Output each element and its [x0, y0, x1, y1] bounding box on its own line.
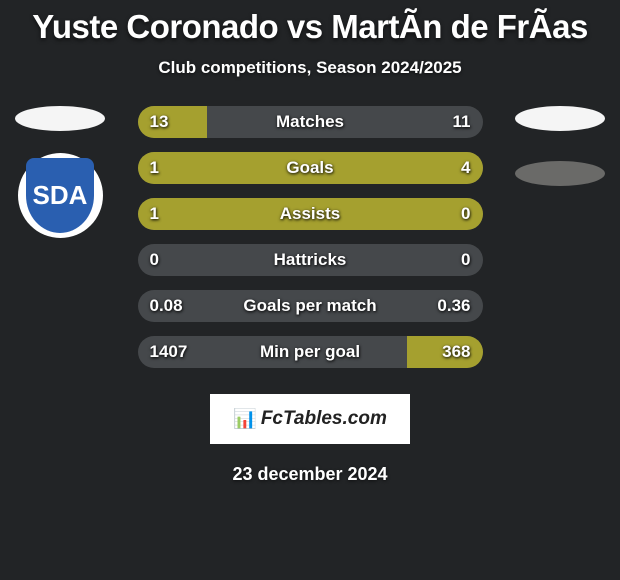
comparison-content: SDA Matches1311Goals14Assists10Hattricks…: [0, 106, 620, 368]
stat-row: Hattricks0 0: [138, 244, 483, 276]
stat-value-right: 368: [442, 336, 470, 368]
left-club-shield-text: SDA: [33, 180, 88, 211]
logo-bars-icon: 📊: [233, 407, 255, 431]
stat-label: Hattricks: [138, 244, 483, 276]
stat-row: Min per goal1407 368: [138, 336, 483, 368]
stat-row: Assists1 0: [138, 198, 483, 230]
right-player-badges: [515, 106, 605, 186]
left-ellipse-badge: [15, 106, 105, 131]
stat-value-right: 0: [461, 244, 470, 276]
page-subtitle: Club competitions, Season 2024/2025: [0, 58, 620, 78]
left-club-shield: SDA: [26, 158, 94, 233]
stat-row: Goals1 4: [138, 152, 483, 184]
stat-value-right: 0.36: [437, 290, 470, 322]
stat-label: Goals: [138, 152, 483, 184]
stat-value-right: 4: [461, 152, 470, 184]
stat-value-left: 0: [150, 244, 159, 276]
date-label: 23 december 2024: [0, 464, 620, 485]
stat-label: Min per goal: [138, 336, 483, 368]
stat-value-right: 11: [453, 106, 471, 138]
stat-value-left: 1: [150, 198, 159, 230]
stat-row: Matches13 11: [138, 106, 483, 138]
right-ellipse-badge-2: [515, 161, 605, 186]
stat-value-right: 0: [461, 198, 470, 230]
stat-value-left: 1: [150, 152, 159, 184]
right-ellipse-badge-1: [515, 106, 605, 131]
stat-value-left: 1407: [150, 336, 188, 368]
stat-value-left: 0.08: [150, 290, 183, 322]
fctables-logo: 📊 FcTables.com: [210, 394, 410, 444]
stat-label: Matches: [138, 106, 483, 138]
logo-text: FcTables.com: [261, 408, 387, 430]
left-club-badge: SDA: [18, 153, 103, 238]
stat-row: Goals per match0.08 0.36: [138, 290, 483, 322]
stat-label: Goals per match: [138, 290, 483, 322]
page-title: Yuste Coronado vs MartÃ­n de FrÃ­as: [0, 0, 620, 46]
stats-bars: Matches1311Goals14Assists10Hattricks00Go…: [138, 106, 483, 368]
stat-value-left: 13: [150, 106, 169, 138]
stat-label: Assists: [138, 198, 483, 230]
left-player-badges: SDA: [15, 106, 105, 238]
